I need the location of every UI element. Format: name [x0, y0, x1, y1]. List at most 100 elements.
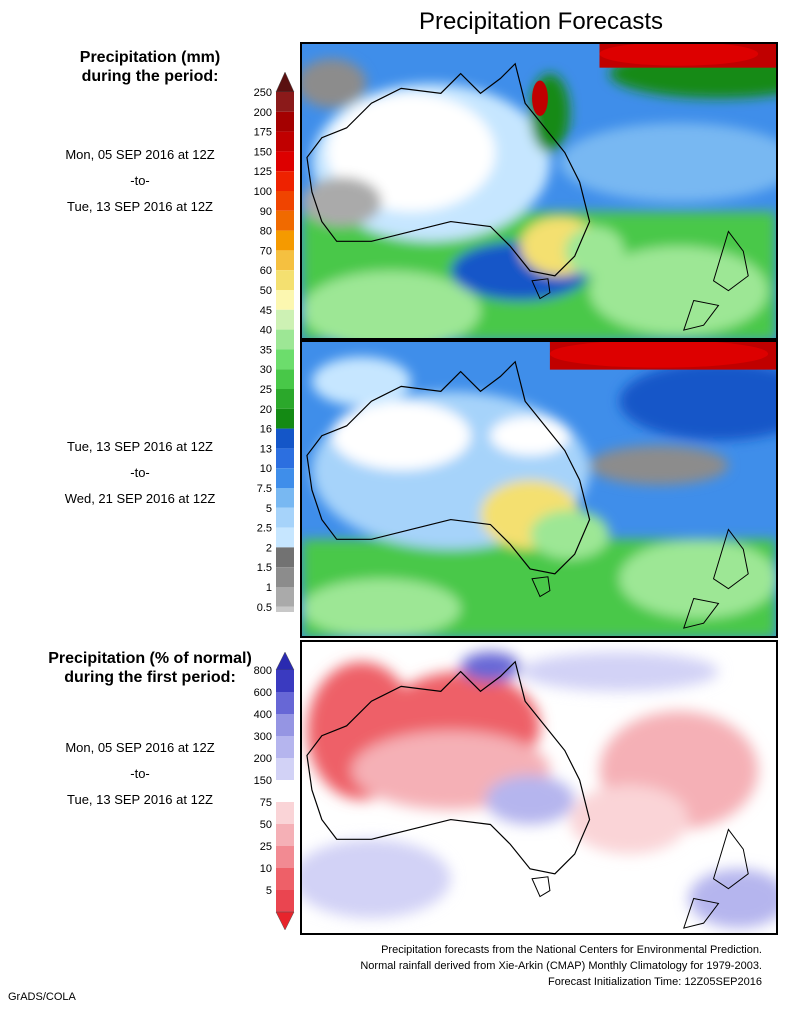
colorbar-swatch	[276, 151, 294, 172]
colorbar-swatch	[276, 714, 294, 736]
colorbar-swatch	[276, 468, 294, 488]
colorbar-swatch	[276, 868, 294, 890]
period1-label: Mon, 05 SEP 2016 at 12Z -to- Tue, 13 SEP…	[25, 148, 255, 214]
colorbar-tick-label: 300	[254, 731, 272, 743]
colorbar-tick-label: 175	[254, 127, 272, 139]
footer-line: Precipitation forecasts from the Nationa…	[381, 944, 762, 956]
footer-notes: Precipitation forecasts from the Nationa…	[360, 942, 762, 990]
precip-section-heading: Precipitation (mm) during the period:	[20, 48, 280, 86]
colorbar-tick-label: 2.5	[257, 523, 272, 535]
colorbar-swatch	[276, 692, 294, 714]
colorbar-swatch	[276, 890, 294, 912]
period2-end: Wed, 21 SEP 2016 at 12Z	[64, 491, 216, 506]
footer-line: Normal rainfall derived from Xie-Arkin (…	[360, 960, 762, 972]
colorbar-tick-label: 50	[260, 285, 272, 297]
colorbar-swatch	[276, 670, 294, 692]
colorbar-swatch	[276, 111, 294, 132]
colorbar-swatch	[276, 428, 294, 449]
colorbar-swatch	[276, 824, 294, 846]
colorbar-tick-label: 600	[254, 687, 272, 699]
colorbar-swatch	[276, 250, 294, 271]
colorbar-swatch	[276, 780, 294, 802]
anomaly-period-to: -to-	[130, 766, 150, 781]
colorbar-swatch	[276, 210, 294, 231]
colorbar-tick-label: 25	[260, 384, 272, 396]
page-title: Precipitation Forecasts	[418, 8, 664, 35]
colorbar-swatch	[276, 290, 294, 310]
colorbar-bottom-triangle	[275, 911, 295, 931]
colorbar-swatch	[276, 171, 294, 191]
anomaly-period-label: Mon, 05 SEP 2016 at 12Z -to- Tue, 13 SEP…	[25, 741, 255, 807]
colorbar-tick-label: 150	[254, 146, 272, 158]
precip-map-period1	[300, 42, 778, 340]
anomaly-colorbar: 800 600 400 300 200 150 75 50 25 10 5	[254, 652, 295, 931]
colorbar-top-triangle	[275, 72, 295, 93]
colorbar-swatch	[276, 408, 294, 429]
period1-to: -to-	[130, 173, 150, 188]
colorbar-tick-label: 45	[260, 305, 272, 317]
colorbar-swatch	[276, 131, 294, 152]
software-credit: GrADS/COLA	[8, 991, 76, 1003]
colorbar-swatch	[276, 230, 294, 251]
anomaly-period-end: Tue, 13 SEP 2016 at 12Z	[67, 792, 213, 807]
colorbar-tick-label: 200	[254, 107, 272, 119]
colorbar-swatch	[276, 369, 294, 389]
colorbar-swatch	[276, 547, 294, 568]
anomaly-section-heading: Precipitation (% of normal) during the f…	[20, 649, 280, 687]
colorbar-tick-label: 7.5	[257, 483, 272, 495]
colorbar-tick-label: 10	[260, 463, 272, 475]
colorbar-swatch	[276, 329, 294, 350]
colorbar-swatch	[276, 606, 294, 612]
colorbar-tick-label: 16	[260, 424, 272, 436]
colorbar-tick-label: 800	[254, 665, 272, 677]
colorbar-tick-label: 13	[260, 443, 272, 455]
colorbar-swatch	[276, 758, 294, 780]
colorbar-tick-label: 0.5	[257, 602, 272, 612]
colorbar-tick-label: 5	[266, 503, 272, 515]
colorbar-tick-label: 20	[260, 404, 272, 416]
period2-to: -to-	[130, 465, 150, 480]
period2-label: Tue, 13 SEP 2016 at 12Z -to- Wed, 21 SEP…	[25, 440, 255, 506]
precip-map-period2	[300, 340, 778, 638]
colorbar-tick-label: 40	[260, 325, 272, 337]
anomaly-period-start: Mon, 05 SEP 2016 at 12Z	[65, 740, 215, 755]
colorbar-tick-label: 35	[260, 344, 272, 356]
colorbar-tick-label: 100	[254, 186, 272, 198]
heading-line: Precipitation (mm)	[79, 49, 221, 66]
colorbar-swatch	[276, 587, 294, 607]
colorbar-tick-label: 90	[260, 206, 272, 218]
heading-line: during the first period:	[64, 669, 236, 686]
colorbar-tick-label: 75	[260, 797, 272, 809]
colorbar-tick-label: 25	[260, 841, 272, 853]
colorbar-tick-label: 30	[260, 364, 272, 376]
colorbar-swatch	[276, 736, 294, 758]
footer-line: Forecast Initialization Time: 12Z05SEP20…	[547, 976, 762, 988]
colorbar-tick-label: 200	[254, 753, 272, 765]
colorbar-tick-label: 400	[254, 709, 272, 721]
colorbar-tick-label: 50	[260, 819, 272, 831]
colorbar-swatch	[276, 846, 294, 868]
colorbar-swatch	[276, 270, 294, 290]
colorbar-tick-label: 125	[254, 166, 272, 178]
heading-line: during the period:	[81, 68, 219, 85]
colorbar-swatch	[276, 309, 294, 330]
period1-end: Tue, 13 SEP 2016 at 12Z	[67, 199, 213, 214]
period1-start: Mon, 05 SEP 2016 at 12Z	[65, 147, 215, 162]
colorbar-swatch	[276, 389, 294, 409]
colorbar-top-triangle	[275, 652, 295, 671]
colorbar-tick-label: 150	[254, 775, 272, 787]
colorbar-swatch	[276, 349, 294, 370]
colorbar-swatch	[276, 448, 294, 469]
colorbar-swatch	[276, 567, 294, 587]
colorbar-tick-label: 10	[260, 863, 272, 875]
colorbar-tick-label: 60	[260, 265, 272, 277]
period2-start: Tue, 13 SEP 2016 at 12Z	[67, 439, 213, 454]
colorbar-swatch	[276, 488, 294, 508]
colorbar-tick-label: 250	[254, 87, 272, 99]
colorbar-tick-label: 70	[260, 245, 272, 257]
precip-percent-normal-map	[300, 640, 778, 935]
colorbar-tick-label: 1.5	[257, 562, 272, 574]
colorbar-tick-label: 80	[260, 226, 272, 238]
heading-line: Precipitation (% of normal)	[48, 650, 252, 667]
colorbar-swatch	[276, 191, 294, 211]
